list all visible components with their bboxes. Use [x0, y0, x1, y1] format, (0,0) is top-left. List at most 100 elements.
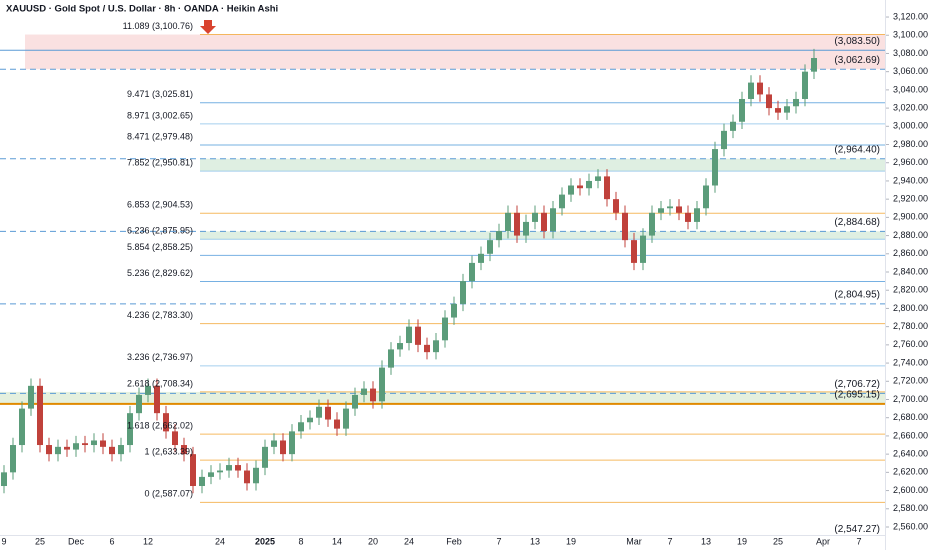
candle-body	[604, 176, 610, 200]
fib-label: 6.853 (2,904.53)	[127, 200, 193, 210]
candle-body	[568, 185, 574, 195]
candle-body	[460, 281, 466, 304]
candle-body	[577, 185, 583, 189]
fib-label: 1.618 (2,662.02)	[127, 420, 193, 430]
candle-body	[163, 413, 169, 432]
y-tick-label: 2,940.00	[893, 175, 928, 185]
candle-body	[253, 467, 259, 484]
candle-body	[685, 212, 691, 222]
y-tick-label: 2,660.00	[893, 430, 928, 440]
y-tick-label: 2,840.00	[893, 266, 928, 276]
x-tick-label: 6	[109, 536, 114, 546]
y-tick-label: 3,080.00	[893, 48, 928, 58]
y-tick-label: 3,000.00	[893, 121, 928, 131]
candle-body	[730, 121, 736, 131]
candle-body	[712, 149, 718, 186]
candle-body	[217, 470, 223, 473]
x-tick-label: 9	[1, 536, 6, 546]
candle-body	[298, 422, 304, 432]
fib-label: 2.618 (2,708.34)	[127, 378, 193, 388]
zone	[25, 34, 885, 70]
candle-body	[19, 408, 25, 446]
x-tick-label: 7	[667, 536, 672, 546]
candle-body	[55, 446, 61, 455]
candle-body	[316, 406, 322, 418]
y-tick-label: 2,920.00	[893, 194, 928, 204]
y-tick-label: 2,640.00	[893, 449, 928, 459]
price-line-label: (2,884.68)	[834, 217, 880, 228]
x-tick-label: Apr	[816, 536, 830, 546]
fib-label: 7.852 (2,950.81)	[127, 157, 193, 167]
candle-body	[433, 340, 439, 353]
y-tick-label: 2,900.00	[893, 212, 928, 222]
fib-label: 8.471 (2,979.48)	[127, 131, 193, 141]
candle-body	[811, 58, 817, 72]
candle-body	[379, 367, 385, 402]
fib-label: 5.236 (2,829.62)	[127, 268, 193, 278]
y-tick-label: 3,040.00	[893, 84, 928, 94]
x-tick-label: 7	[856, 536, 861, 546]
candle-body	[244, 470, 250, 484]
candle-body	[64, 446, 70, 450]
price-line-label: (3,062.69)	[834, 55, 880, 66]
fib-label: 1 (2,633.39)	[144, 447, 193, 457]
fib-label: 8.971 (3,002.65)	[127, 110, 193, 120]
candle-body	[694, 208, 700, 222]
x-tick-label: Mar	[626, 536, 642, 546]
x-tick-label: 24	[215, 536, 225, 546]
candle-body	[451, 303, 457, 318]
fib-label: 11.089 (3,100.76)	[123, 21, 193, 31]
x-tick-label: Feb	[446, 536, 462, 546]
candle-body	[406, 326, 412, 344]
candle-body	[280, 440, 286, 455]
zone	[200, 158, 885, 172]
y-tick-label: 2,700.00	[893, 394, 928, 404]
fib-label: 4.236 (2,783.30)	[127, 310, 193, 320]
candle-body	[676, 206, 682, 213]
candle-body	[559, 194, 565, 209]
candle-body	[415, 326, 421, 345]
candle-body	[226, 465, 232, 471]
candle-body	[748, 82, 754, 99]
candle-body	[775, 108, 781, 113]
candle-body	[334, 419, 340, 429]
y-tick-label: 2,880.00	[893, 230, 928, 240]
candle-body	[388, 349, 394, 368]
candle-body	[550, 208, 556, 232]
price-line-label: (3,083.50)	[834, 36, 880, 47]
y-tick-label: 2,820.00	[893, 285, 928, 295]
candle-body	[352, 394, 358, 409]
candle-body	[73, 443, 79, 450]
candle-body	[721, 130, 727, 150]
candle-body	[802, 71, 808, 99]
y-tick-label: 2,980.00	[893, 139, 928, 149]
y-tick-label: 2,720.00	[893, 376, 928, 386]
candle-body	[478, 253, 484, 263]
x-tick-label: 19	[737, 536, 747, 546]
candle-body	[487, 240, 493, 254]
x-tick-label: Dec	[68, 536, 85, 546]
candle-body	[442, 317, 448, 341]
candle-body	[640, 235, 646, 263]
candle-body	[199, 476, 205, 487]
x-tick-label: 13	[701, 536, 711, 546]
candle-body	[532, 212, 538, 222]
y-tick-label: 2,560.00	[893, 521, 928, 531]
x-tick-label: 2025	[255, 536, 275, 546]
y-tick-label: 2,860.00	[893, 248, 928, 258]
x-tick-label: 20	[368, 536, 378, 546]
price-line-label: (2,706.72)	[834, 379, 880, 390]
chart-title: XAUUSD · Gold Spot / U.S. Dollar · 8h · …	[6, 4, 278, 15]
candle-body	[361, 388, 367, 395]
plot-area	[0, 34, 885, 503]
price-line-label: (2,964.40)	[834, 144, 880, 155]
candle-body	[424, 344, 430, 353]
fib-label: 0 (2,587.07)	[144, 489, 193, 499]
candle-body	[667, 206, 673, 209]
y-tick-label: 2,800.00	[893, 303, 928, 313]
fib-label: 5.854 (2,858.25)	[127, 242, 193, 252]
candle-body	[397, 343, 403, 350]
x-tick-label: 25	[35, 536, 45, 546]
candle-body	[757, 82, 763, 95]
candle-body	[496, 231, 502, 241]
